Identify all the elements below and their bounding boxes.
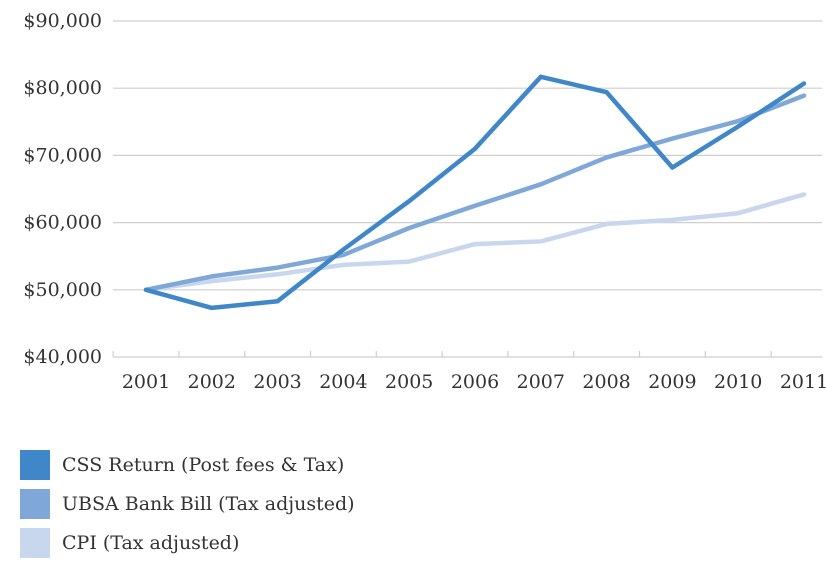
- x-tick-label: 2006: [451, 371, 499, 393]
- y-tick-label: $50,000: [23, 279, 102, 301]
- x-tick-label: 2009: [648, 371, 696, 393]
- x-tick-label: 2003: [253, 371, 301, 393]
- legend-swatch-cpi: [20, 528, 50, 558]
- x-tick-label: 2011: [780, 371, 826, 393]
- legend: CSS Return (Post fees & Tax) UBSA Bank B…: [20, 449, 355, 566]
- x-tick-label: 2001: [122, 371, 170, 393]
- y-axis-tick-labels: $40,000 $50,000 $60,000 $70,000 $80,000 $90,0…: [23, 10, 102, 368]
- legend-item-ubsa-bank-bill: UBSA Bank Bill (Tax adjusted): [20, 488, 355, 520]
- y-tick-label: $80,000: [23, 77, 102, 99]
- x-axis-tick-labels: 2001 2002 2003 2004 2005 2006 2007 2008 2009 2010…: [122, 371, 826, 393]
- series-line-1: [143, 93, 807, 293]
- series-line-0: [143, 74, 807, 311]
- legend-item-cpi: CPI (Tax adjusted): [20, 527, 355, 559]
- x-tick-label: 2005: [385, 371, 433, 393]
- legend-swatch-css-return: [20, 450, 50, 480]
- line-chart: $40,000 $50,000 $60,000 $70,000 $80,000 $90,0…: [23, 10, 826, 393]
- x-tick-label: 2002: [188, 371, 236, 393]
- legend-label-cpi: CPI (Tax adjusted): [62, 532, 240, 554]
- x-tick-label: 2008: [582, 371, 630, 393]
- x-tick-label: 2010: [714, 371, 762, 393]
- x-tick-label: 2007: [517, 371, 565, 393]
- legend-swatch-ubsa-bank-bill: [20, 489, 50, 519]
- y-tick-label: $70,000: [23, 144, 102, 166]
- series-line-2: [143, 192, 807, 293]
- legend-item-css-return: CSS Return (Post fees & Tax): [20, 449, 355, 481]
- y-tick-label: $90,000: [23, 10, 102, 32]
- y-tick-label: $60,000: [23, 212, 102, 234]
- series-lines: [143, 74, 807, 311]
- x-tick-label: 2004: [319, 371, 367, 393]
- y-tick-label: $40,000: [23, 346, 102, 368]
- gridlines: [112, 20, 822, 358]
- legend-label-css-return: CSS Return (Post fees & Tax): [62, 454, 345, 476]
- legend-label-ubsa-bank-bill: UBSA Bank Bill (Tax adjusted): [62, 493, 355, 515]
